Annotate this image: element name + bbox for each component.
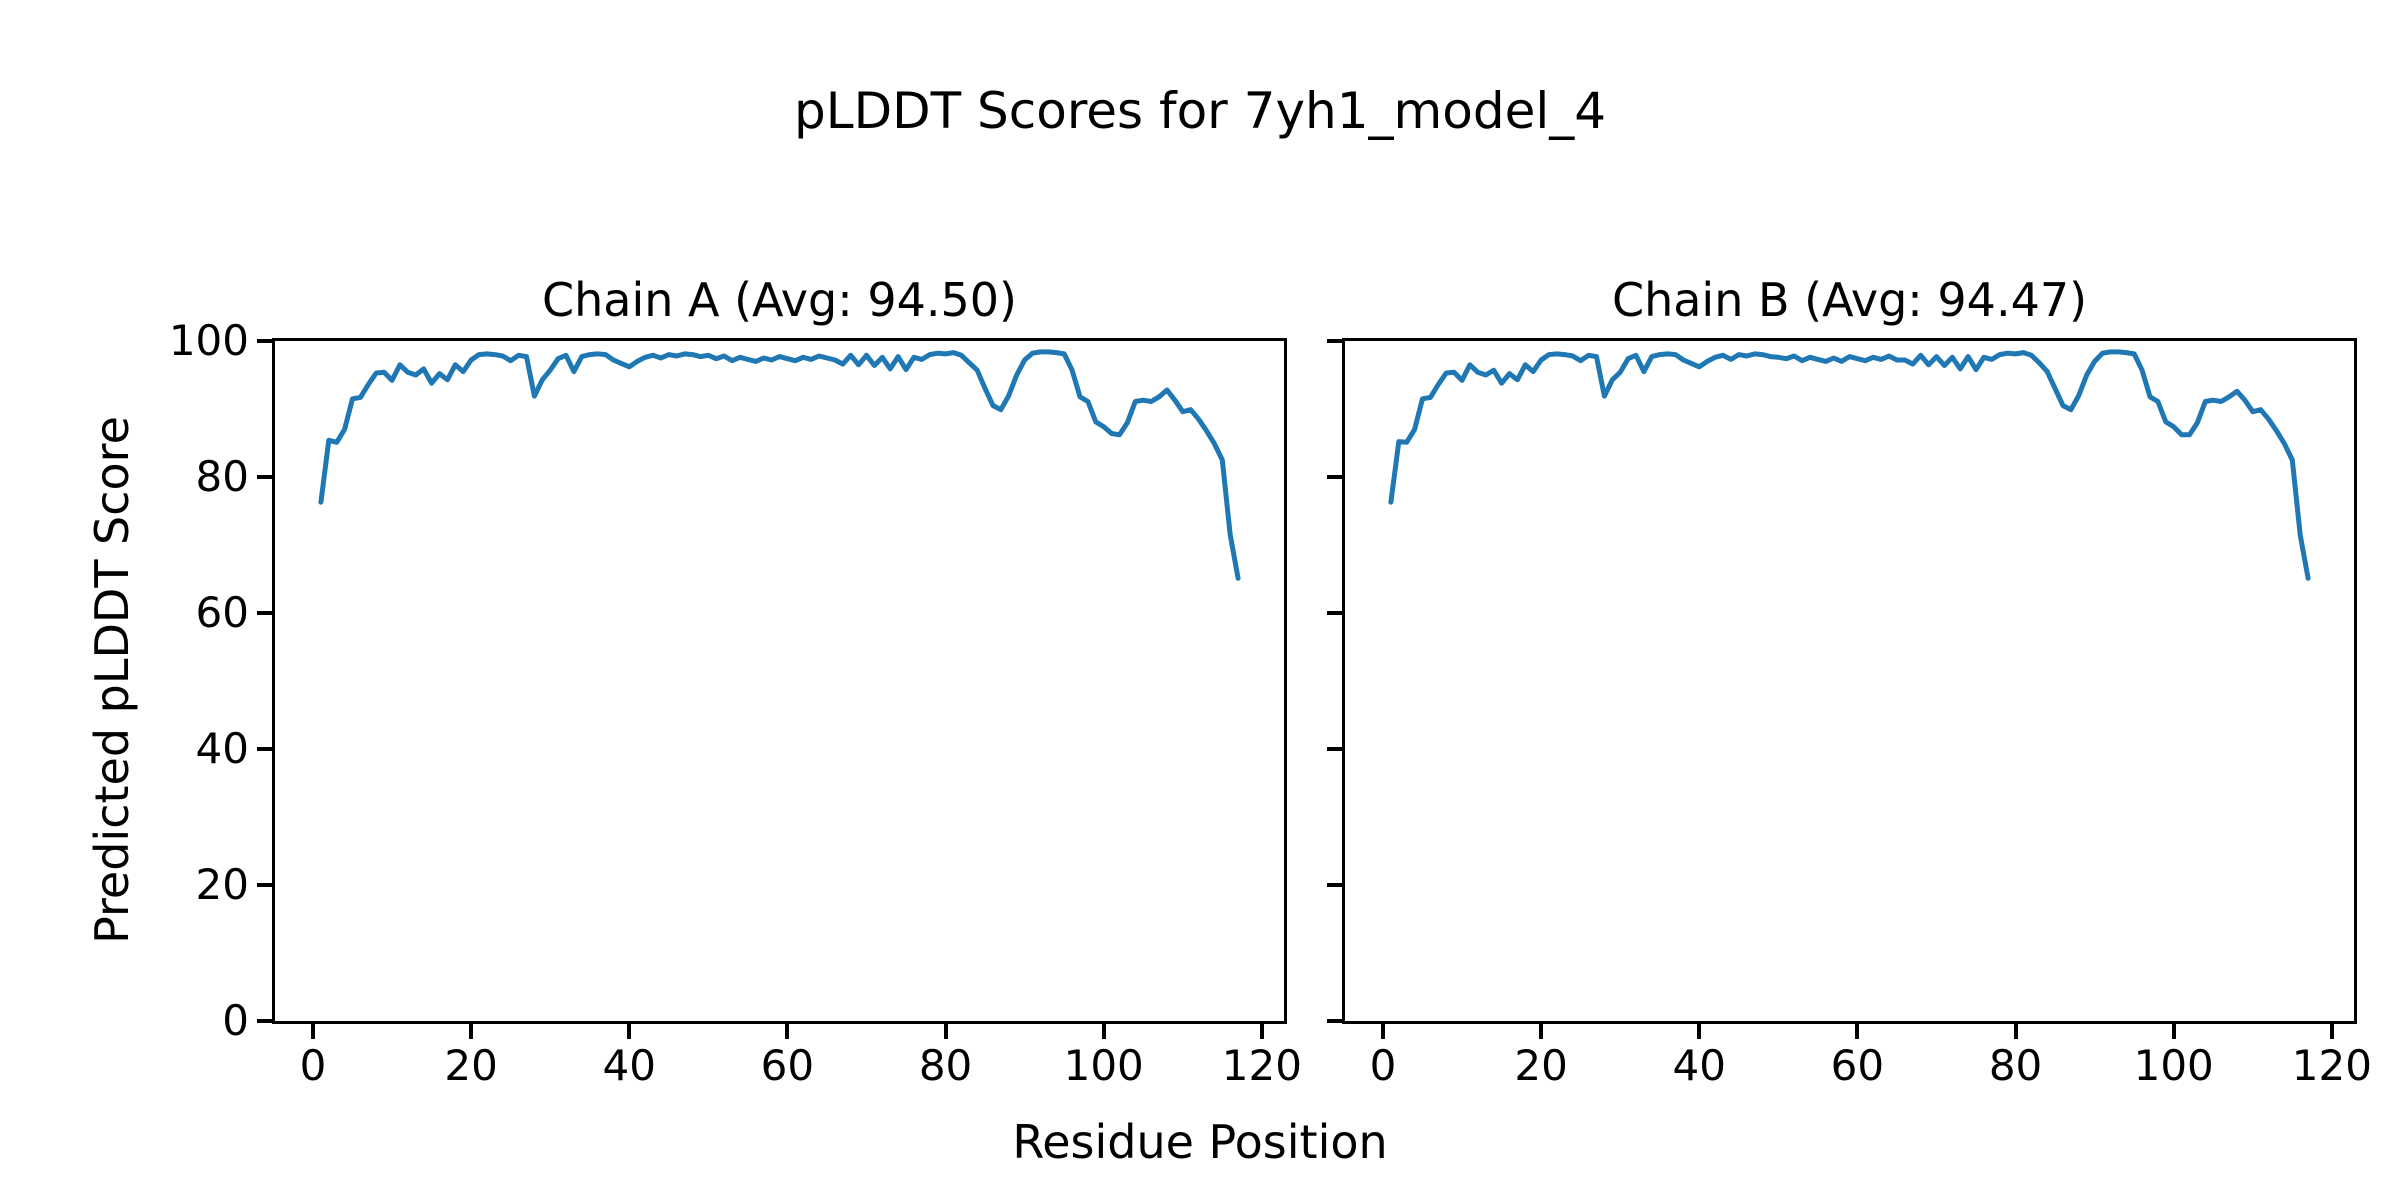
- plddt-line-chain-a: [318, 349, 1241, 581]
- plddt-line-chart-chain-a: [318, 349, 1241, 581]
- x-tick-mark: [1697, 1024, 1702, 1039]
- x-tick-label: 40: [1672, 1041, 1726, 1090]
- plddt-line-chart-chain-b: [1388, 349, 2311, 581]
- x-tick-label: 60: [1830, 1041, 1885, 1090]
- y-tick-label: 80: [195, 452, 249, 501]
- y-tick-mark: [1327, 747, 1342, 751]
- subplot-title-chain-a: Chain A (Avg: 94.50): [541, 273, 1017, 327]
- x-tick-label: 0: [299, 1041, 327, 1090]
- x-tick-mark: [1380, 1024, 1385, 1039]
- x-tick-mark: [2013, 1024, 2018, 1039]
- y-tick-label: 60: [195, 588, 249, 637]
- x-axis-label: Residue Position: [1012, 1115, 1388, 1169]
- y-tick-label: 20: [195, 860, 249, 909]
- y-tick-mark: [1327, 1019, 1342, 1023]
- x-tick-label: 80: [918, 1041, 973, 1090]
- y-axis-label: Predicted pLDDT Score: [84, 416, 139, 944]
- x-tick-label: 80: [1988, 1041, 2043, 1090]
- x-tick-mark: [1539, 1024, 1544, 1039]
- x-tick-mark: [2171, 1024, 2176, 1039]
- plddt-line-chain-b: [1388, 349, 2311, 581]
- x-tick-label: 120: [1221, 1041, 1302, 1090]
- x-tick-mark: [1855, 1024, 1860, 1039]
- x-tick-mark: [1259, 1024, 1264, 1039]
- y-tick-mark: [257, 611, 272, 615]
- x-tick-mark: [1101, 1024, 1106, 1039]
- x-tick-mark: [469, 1024, 474, 1039]
- y-tick-mark: [1327, 339, 1342, 343]
- y-tick-mark: [257, 475, 272, 479]
- x-tick-label: 120: [2291, 1041, 2372, 1090]
- x-tick-mark: [627, 1024, 632, 1039]
- x-tick-mark: [2329, 1024, 2334, 1039]
- x-tick-mark: [785, 1024, 790, 1039]
- y-tick-label: 100: [168, 316, 249, 365]
- y-tick-mark: [257, 883, 272, 887]
- x-tick-label: 40: [602, 1041, 656, 1090]
- y-tick-label: 40: [195, 724, 249, 773]
- x-tick-label: 60: [760, 1041, 815, 1090]
- x-tick-label: 100: [1063, 1041, 1144, 1090]
- x-tick-mark: [310, 1024, 315, 1039]
- plot-area-chain-b: 0 20 40 60 80 100 120: [1327, 338, 2372, 1087]
- x-tick-label: 20: [444, 1041, 498, 1090]
- y-tick-label: 0: [222, 996, 249, 1045]
- subplot-title-chain-b: Chain B (Avg: 94.47): [1611, 273, 2088, 327]
- x-tick-label: 20: [1514, 1041, 1568, 1090]
- x-tick-label: 100: [2133, 1041, 2214, 1090]
- y-tick-mark: [257, 1019, 272, 1023]
- y-tick-mark: [257, 747, 272, 751]
- x-tick-label: 0: [1369, 1041, 1397, 1090]
- y-tick-mark: [1327, 475, 1342, 479]
- y-tick-mark: [1327, 883, 1342, 887]
- figure-title: pLDDT Scores for 7yh1_model_4: [793, 82, 1607, 140]
- y-tick-mark: [1327, 611, 1342, 615]
- x-tick-mark: [943, 1024, 948, 1039]
- y-tick-mark: [257, 339, 272, 343]
- plot-area-chain-a: 0 20 40 60 80 100 120 0 20 40 60 80 100: [169, 320, 1302, 1087]
